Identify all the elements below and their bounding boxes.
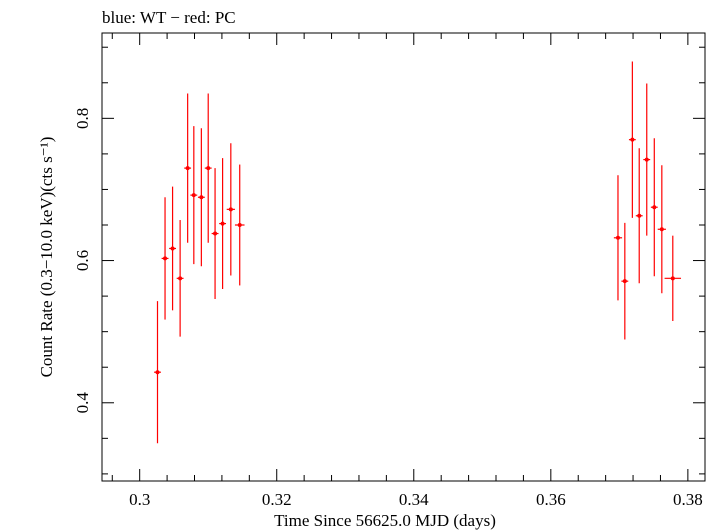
data-marker [622,279,627,284]
plot-frame [101,32,706,482]
data-marker [228,207,233,212]
data-point [621,222,629,340]
data-marker [637,213,642,218]
data-point [657,165,666,294]
data-marker [206,166,211,171]
data-marker [199,195,204,200]
data-marker [630,137,635,142]
y-axis-label: Count Rate (0.3−10.0 keV)(cts s⁻¹) [37,137,56,378]
data-marker [652,205,657,210]
data-marker [213,231,218,236]
data-marker [237,223,242,227]
y-tick-label: 0.8 [73,108,92,129]
data-series-pc [154,61,682,444]
data-point [190,126,198,265]
data-point [204,93,212,243]
data-marker [615,235,620,240]
x-tick-label: 0.3 [129,490,150,509]
data-point [219,158,227,289]
data-marker [644,157,649,162]
x-axis-label: Time Since 56625.0 MJD (days) [274,511,496,530]
data-marker [178,276,183,281]
y-tick-label: 0.4 [73,392,92,414]
data-point [161,197,169,320]
data-point [169,186,177,311]
data-marker [670,276,675,281]
y-tick-label: 0.6 [73,250,92,271]
x-tick-label: 0.32 [262,490,292,509]
data-point [154,301,161,444]
y-axis: 0.4 0.6 0.8 [73,46,705,475]
data-marker [191,193,196,198]
data-point [176,220,184,337]
data-point [643,83,651,236]
data-marker [185,166,190,171]
x-axis: 0.3 0.32 0.34 0.36 0.38 [111,33,703,509]
data-marker [220,221,225,226]
x-tick-label: 0.34 [399,490,429,509]
data-point [226,143,235,276]
data-point [635,148,643,284]
data-point [211,168,219,299]
data-point [650,138,658,277]
data-point [613,175,623,301]
data-point [234,164,245,286]
data-marker [170,246,175,251]
data-point [628,61,636,218]
data-point [184,93,192,243]
data-marker [163,256,168,261]
data-marker [659,227,664,232]
x-tick-label: 0.36 [536,490,566,509]
chart-title: blue: WT − red: PC [102,8,236,27]
data-marker [155,370,160,375]
data-point [197,128,205,267]
data-point [664,235,682,321]
x-tick-label: 0.38 [673,490,703,509]
